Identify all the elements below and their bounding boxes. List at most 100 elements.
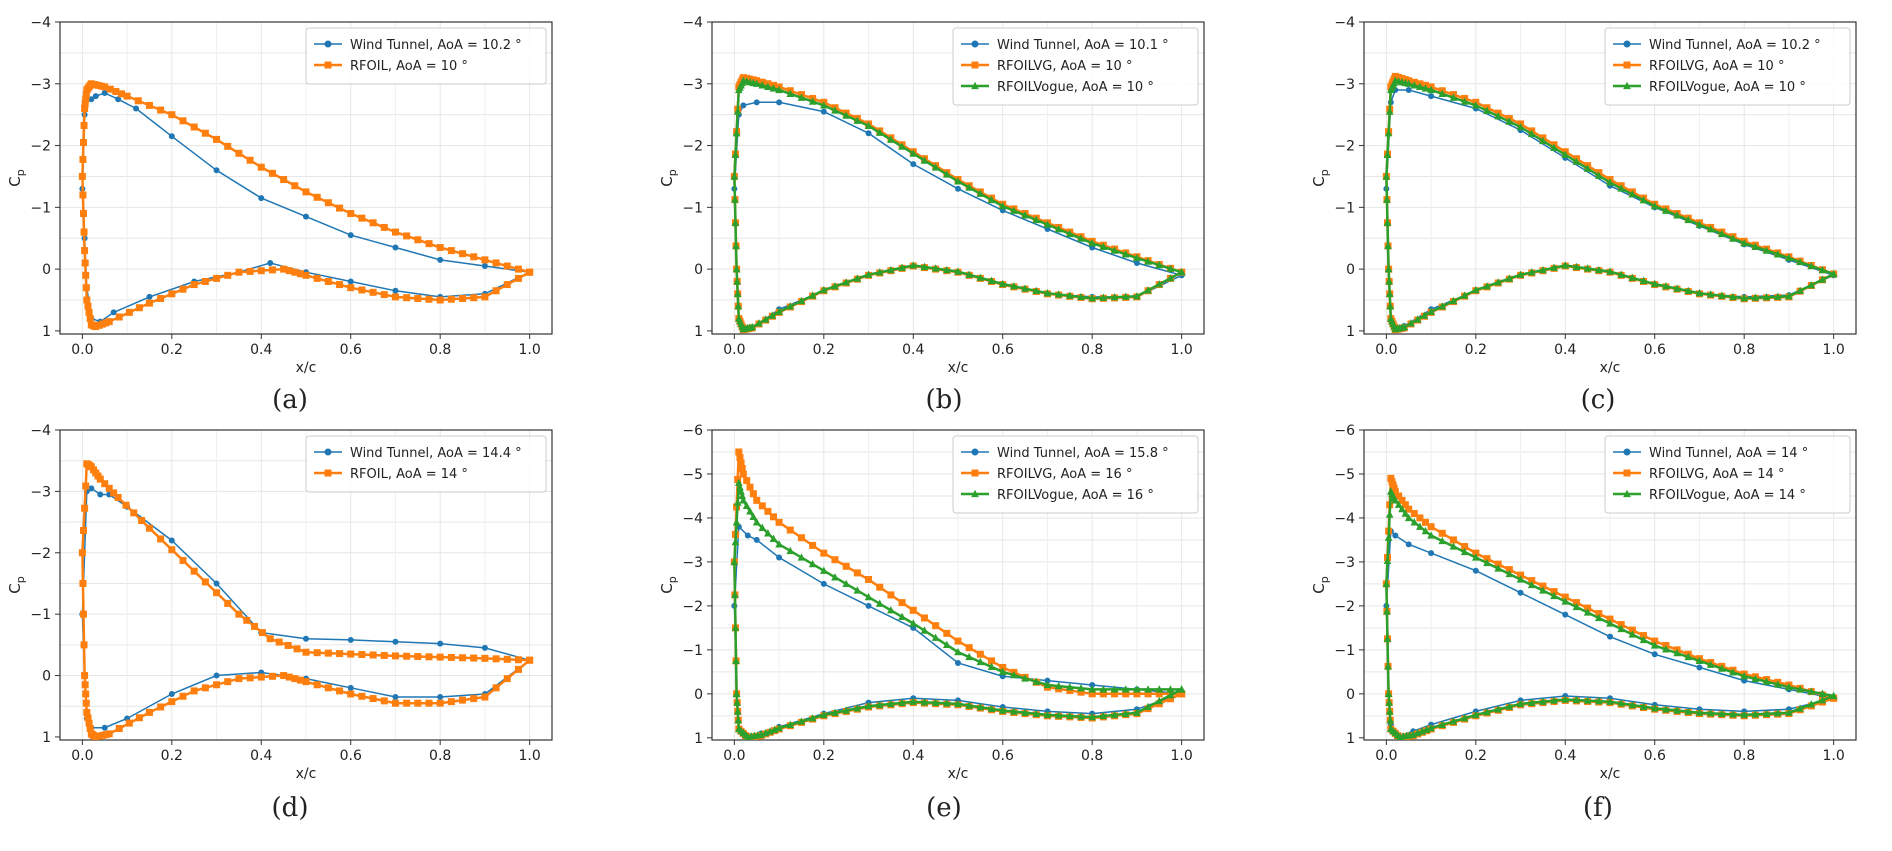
data-point xyxy=(1420,311,1429,319)
data-point xyxy=(797,93,806,101)
data-point xyxy=(447,247,455,255)
data-point xyxy=(853,704,862,712)
data-point xyxy=(1594,696,1603,705)
data-point xyxy=(257,267,265,275)
data-point xyxy=(1407,319,1415,327)
data-point xyxy=(1021,284,1029,292)
data-point xyxy=(436,653,444,661)
data-point xyxy=(965,652,974,661)
legend-marker xyxy=(971,40,979,48)
data-point xyxy=(492,259,500,267)
data-point xyxy=(1155,685,1164,693)
data-point xyxy=(1427,531,1435,539)
data-point xyxy=(898,612,906,621)
data-point xyxy=(1065,291,1074,299)
data-point xyxy=(732,264,741,273)
data-point xyxy=(324,684,332,692)
data-point xyxy=(1628,626,1636,634)
data-point xyxy=(459,294,467,302)
data-point xyxy=(83,296,91,304)
data-point xyxy=(853,586,862,594)
x-tick-label: 1.0 xyxy=(1823,748,1845,764)
data-point xyxy=(1383,607,1391,615)
legend-label: RFOILVogue, AoA = 16 ° xyxy=(997,488,1154,503)
data-point xyxy=(157,294,165,302)
data-point xyxy=(436,699,444,707)
data-point xyxy=(1155,260,1164,269)
x-tick-label: 1.0 xyxy=(1171,342,1193,358)
x-tick-label: 0.6 xyxy=(340,342,362,358)
data-point xyxy=(1528,577,1536,585)
data-point xyxy=(101,480,109,488)
data-point xyxy=(1099,690,1107,698)
data-point xyxy=(425,240,433,248)
data-point xyxy=(1410,510,1418,518)
data-point xyxy=(733,107,742,115)
data-point xyxy=(864,592,873,601)
data-point xyxy=(105,484,113,492)
y-tick-label: 0 xyxy=(42,262,51,278)
x-axis-label: x/c xyxy=(948,766,969,782)
data-point xyxy=(733,698,742,706)
data-point xyxy=(1421,526,1430,535)
subplot-d: 0.0 0.2 0.4 0.6 0.8 1.0 −4 −3 −2 −1 0 1 x/c Cp Wind Tu… xyxy=(6,423,553,782)
data-point xyxy=(285,673,293,681)
data-point xyxy=(768,311,777,319)
x-tick-label: 0.4 xyxy=(902,342,924,358)
data-point xyxy=(1386,487,1395,495)
data-point xyxy=(1405,86,1412,93)
data-point xyxy=(369,219,377,227)
data-point xyxy=(987,704,996,713)
data-point xyxy=(909,697,918,705)
data-point xyxy=(775,723,783,732)
data-point xyxy=(831,556,839,564)
legend-marker xyxy=(1623,81,1631,90)
data-point xyxy=(965,270,974,278)
legend-label: Wind Tunnel, AoA = 10.1 ° xyxy=(997,38,1169,53)
y-tick-label: 1 xyxy=(42,730,51,746)
data-point xyxy=(235,610,243,618)
data-point xyxy=(235,268,243,276)
x-axis-label: x/c xyxy=(948,360,969,376)
data-point xyxy=(447,698,455,706)
data-point xyxy=(987,662,996,671)
data-point xyxy=(731,623,740,632)
data-point xyxy=(358,651,366,659)
data-point xyxy=(85,308,93,316)
data-point xyxy=(125,719,133,727)
data-point xyxy=(302,271,310,279)
data-point xyxy=(347,684,354,691)
data-point xyxy=(1807,687,1816,695)
legend-label: RFOILVogue, AoA = 10 ° xyxy=(997,80,1154,95)
data-point xyxy=(1807,280,1816,289)
data-point xyxy=(1400,323,1409,331)
data-point xyxy=(1527,129,1536,138)
legend: Wind Tunnel, AoA = 14.4 ° RFOIL, AoA = 14… xyxy=(305,435,547,493)
data-point xyxy=(898,142,906,150)
data-point xyxy=(80,121,88,129)
data-point xyxy=(258,195,265,202)
data-point xyxy=(739,470,747,478)
data-point xyxy=(1796,704,1804,712)
data-point xyxy=(775,540,783,548)
data-point xyxy=(770,513,777,521)
data-point xyxy=(284,641,292,649)
x-tick-label: 0.2 xyxy=(161,342,183,358)
data-point xyxy=(380,291,388,299)
x-tick-label: 0.8 xyxy=(1081,748,1103,764)
data-point xyxy=(734,85,743,94)
series-2 xyxy=(1382,76,1838,333)
legend-marker xyxy=(971,61,979,69)
data-point xyxy=(1785,708,1793,716)
data-point xyxy=(898,599,906,607)
plot-area xyxy=(1382,72,1838,334)
data-point xyxy=(1684,215,1693,224)
data-point xyxy=(1088,712,1097,721)
data-point xyxy=(1829,691,1838,700)
data-point xyxy=(1413,315,1422,323)
data-point xyxy=(1133,685,1141,693)
data-point xyxy=(358,692,366,700)
data-point xyxy=(130,509,138,517)
data-point xyxy=(920,614,928,622)
data-point xyxy=(735,448,743,456)
